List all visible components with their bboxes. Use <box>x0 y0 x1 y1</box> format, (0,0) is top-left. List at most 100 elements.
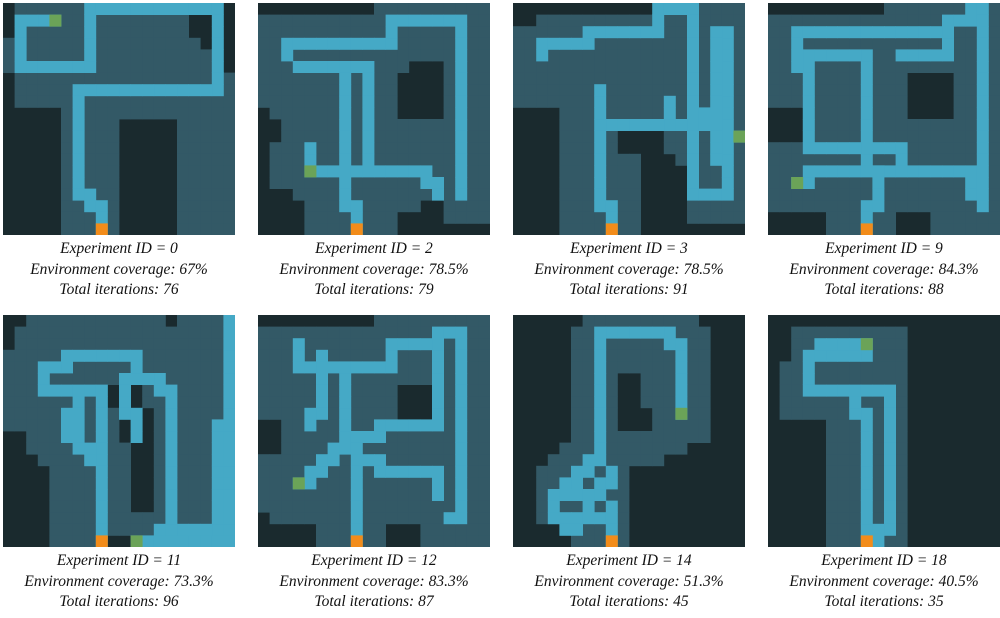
path-cell <box>292 37 305 50</box>
start-marker <box>860 223 873 235</box>
explored-cell <box>582 384 595 397</box>
explored-cell <box>119 37 131 50</box>
explored-cell <box>478 465 490 478</box>
explored-cell <box>49 431 62 443</box>
explored-cell <box>652 384 665 397</box>
explored-cell <box>385 407 398 420</box>
explored-cell <box>536 14 549 27</box>
explored-cell <box>663 61 676 73</box>
path-cell <box>976 188 989 201</box>
explored-cell <box>339 500 352 513</box>
explored-cell <box>571 407 583 420</box>
path-cell <box>223 489 235 501</box>
explored-cell <box>37 37 50 50</box>
explored-cell <box>791 95 804 108</box>
explored-cell <box>420 119 433 131</box>
explored-cell <box>153 361 166 374</box>
path-cell <box>223 419 235 432</box>
explored-cell <box>605 338 618 351</box>
path-cell <box>119 396 131 409</box>
path-cell <box>536 37 549 50</box>
explored-cell <box>826 489 838 501</box>
explored-cell <box>605 442 618 455</box>
explored-cell <box>14 3 27 15</box>
explored-cell <box>107 523 120 536</box>
explored-cell <box>524 37 537 50</box>
explored-cell <box>165 26 178 39</box>
explored-cell <box>14 84 27 97</box>
explored-cell <box>26 26 39 39</box>
explored-cell <box>292 454 305 467</box>
path-cell <box>571 523 583 536</box>
explored-cell <box>211 338 224 351</box>
explored-cell <box>362 500 375 513</box>
explored-cell <box>826 477 838 490</box>
explored-cell <box>269 26 282 39</box>
explored-cell <box>478 384 490 397</box>
explored-cell <box>988 200 1000 213</box>
explored-cell <box>269 465 282 478</box>
explored-cell <box>640 95 653 108</box>
explored-cell <box>895 407 908 420</box>
explored-cell <box>61 14 73 27</box>
explored-cell <box>988 72 1000 85</box>
path-cell <box>942 49 954 62</box>
explored-cell <box>26 384 39 397</box>
explored-cell <box>478 535 490 547</box>
path-cell <box>339 373 352 385</box>
explored-cell <box>582 349 595 362</box>
explored-cell <box>652 37 665 50</box>
path-cell <box>130 431 143 443</box>
explored-cell <box>200 349 213 362</box>
explored-cell <box>107 407 120 420</box>
explored-cell <box>594 465 607 478</box>
explored-cell <box>895 477 908 490</box>
explored-cell <box>640 454 653 467</box>
path-cell <box>802 84 815 97</box>
path-cell <box>292 361 305 374</box>
explored-cell <box>188 37 201 50</box>
path-cell <box>895 153 908 166</box>
explored-cell <box>814 153 827 166</box>
explored-cell <box>61 107 73 120</box>
explored-cell <box>281 361 294 374</box>
path-cell <box>362 165 375 178</box>
experiment-id-label: Experiment ID = 11 <box>56 552 182 569</box>
path-cell <box>849 26 862 39</box>
explored-cell <box>339 535 352 547</box>
path-cell <box>860 512 873 525</box>
path-cell <box>837 338 850 351</box>
explored-cell <box>304 454 317 467</box>
explored-cell <box>49 500 62 513</box>
explored-cell <box>374 489 386 501</box>
explored-cell <box>188 361 201 374</box>
explored-cell <box>687 384 699 397</box>
path-cell <box>594 26 607 39</box>
explored-cell <box>49 477 62 490</box>
explored-cell <box>292 489 305 501</box>
path-cell <box>432 407 444 420</box>
explored-cell <box>385 177 398 189</box>
explored-cell <box>478 211 490 224</box>
explored-cell <box>420 489 433 501</box>
path-cell <box>408 165 421 178</box>
explored-cell <box>26 338 39 351</box>
explored-cell <box>687 361 699 374</box>
explored-cell <box>177 442 189 455</box>
explored-cell <box>698 37 711 50</box>
explored-cell <box>408 454 421 467</box>
path-cell <box>223 396 235 409</box>
explored-cell <box>942 119 954 131</box>
explored-cell <box>72 200 85 213</box>
explored-cell <box>884 153 896 166</box>
explored-cell <box>362 477 375 490</box>
path-cell <box>976 200 989 213</box>
explored-cell <box>559 500 572 513</box>
path-cell <box>211 84 224 97</box>
explored-cell <box>84 130 97 143</box>
explored-cell <box>895 72 908 85</box>
explored-cell <box>432 535 444 547</box>
explored-cell <box>177 130 189 143</box>
explored-cell <box>849 523 862 536</box>
explored-cell <box>420 477 433 490</box>
